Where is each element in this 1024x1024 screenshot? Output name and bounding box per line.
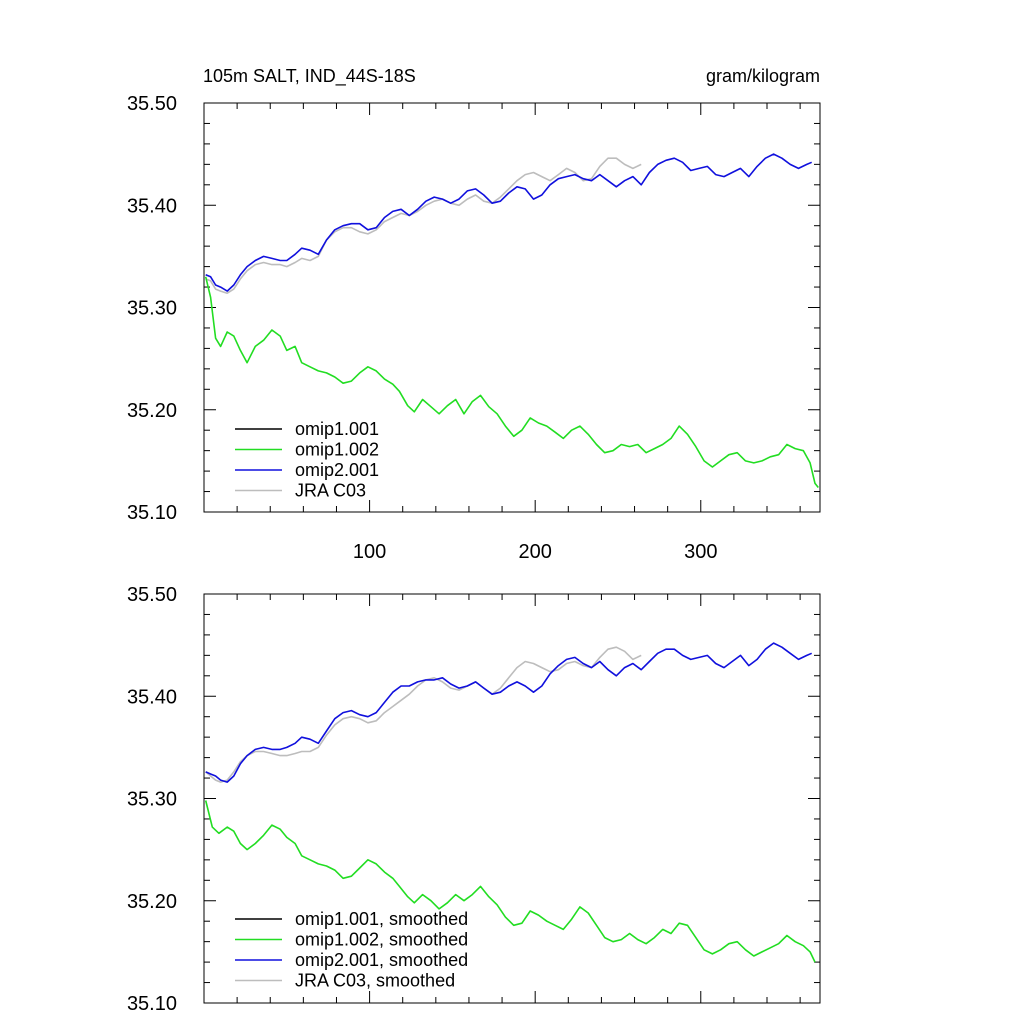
y-tick-label: 35.20 [127,891,177,913]
y-tick-label: 35.50 [127,584,177,606]
legend-label: omip2.001 [295,460,379,480]
chart-title: 105m SALT, IND_44S-18S [203,66,416,87]
y-tick-label: 35.40 [127,686,177,708]
legend-label: JRA C03, smoothed [295,971,455,991]
y-tick-label: 35.10 [127,502,177,524]
y-tick-label: 35.10 [127,993,177,1015]
y-tick-label: 35.50 [127,93,177,115]
x-tick-label: 200 [518,541,551,563]
series-line-omip2-001 [205,153,813,292]
series-line-omip1-002-smoothed [204,800,816,963]
legend-label: omip1.001 [295,419,379,439]
y-tick-label: 35.30 [127,789,177,811]
chart-panel-2: 35.10 35.20 35.30 35.40 35.50 omip1.001, smoo… [127,584,821,1015]
series-line-jra-c03-smoothed [205,646,642,783]
x-tick-label: 300 [684,541,717,563]
series-line-omip1-002 [204,276,819,489]
y-tick-label: 35.20 [127,400,177,422]
legend-label: omip2.001, smoothed [295,950,468,970]
legend-label: omip1.001, smoothed [295,909,468,929]
legend-label: omip1.002 [295,440,379,460]
legend-label: JRA C03 [295,481,366,501]
legend-label: omip1.002, smoothed [295,930,468,950]
series-line-omip2-001-smoothed [205,642,813,783]
chart-panel-1: 35.10 35.20 35.30 35.40 35.50 100 200 300 omip1.… [127,93,821,563]
y-tick-label: 35.40 [127,195,177,217]
x-tick-label: 100 [353,541,386,563]
y-tick-label: 35.30 [127,298,177,320]
units-label: gram/kilogram [706,66,820,86]
series-line-jra-c03 [205,157,642,294]
